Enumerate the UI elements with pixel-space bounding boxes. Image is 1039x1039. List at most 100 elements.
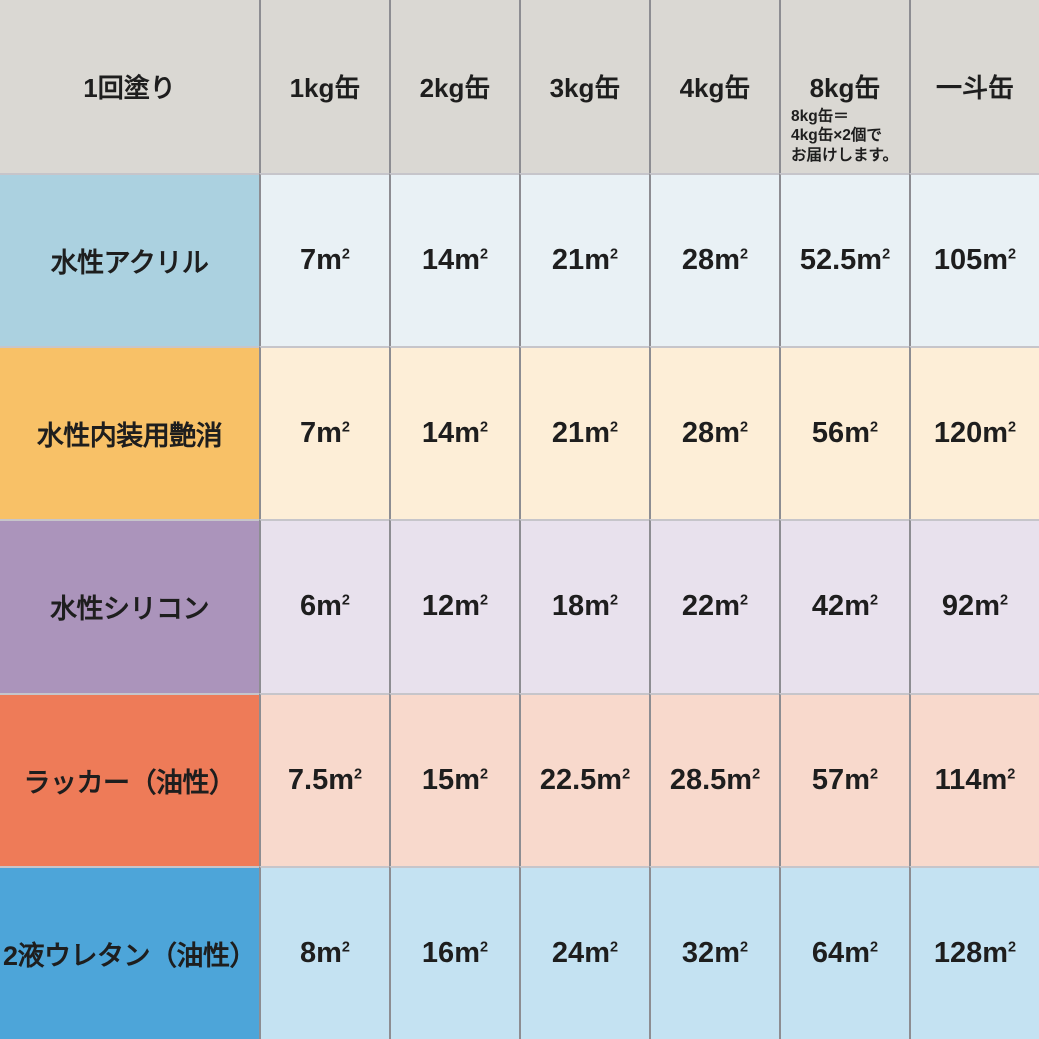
- header-8kg: 8kg缶 8kg缶＝ 4kg缶×2個で お届けします。: [779, 0, 909, 173]
- coverage-value: 105: [933, 244, 983, 277]
- unit-m2: m2: [982, 936, 1017, 969]
- coverage-cell: 12 m2: [389, 519, 519, 693]
- coverage-value: 7: [299, 417, 317, 450]
- header-8kg-note: 8kg缶＝ 4kg缶×2個で お届けします。: [791, 107, 905, 166]
- coverage-value: 28.5: [669, 763, 727, 796]
- coverage-cell: 7 m2: [259, 346, 389, 520]
- unit-m2: m2: [584, 244, 619, 277]
- coverage-value: 52.5: [799, 244, 857, 277]
- row-label-suisei-naisou: 水性内装用艶消: [0, 346, 259, 520]
- coverage-cell: 42 m2: [779, 519, 909, 693]
- coverage-cell: 21 m2: [519, 346, 649, 520]
- unit-m2: m2: [454, 763, 489, 796]
- coverage-value: 114: [934, 763, 982, 796]
- unit-m2: m2: [844, 590, 879, 623]
- note-line: お届けします。: [791, 147, 898, 165]
- coverage-cell: 24 m2: [519, 865, 649, 1039]
- coverage-value: 64: [811, 936, 845, 969]
- coverage-value: 92: [941, 590, 975, 623]
- coverage-cell: 114 m2: [909, 692, 1039, 866]
- coverage-cell: 28.5 m2: [649, 692, 779, 866]
- unit-m2: m2: [328, 763, 363, 796]
- coverage-cell: 32 m2: [649, 865, 779, 1039]
- coverage-value: 21: [551, 417, 585, 450]
- coverage-cell: 22.5 m2: [519, 692, 649, 866]
- coverage-cell: 16 m2: [389, 865, 519, 1039]
- coverage-value: 6: [299, 590, 317, 623]
- unit-m2: m2: [844, 417, 879, 450]
- unit-m2: m2: [856, 244, 891, 277]
- coverage-cell: 105 m2: [909, 173, 1039, 347]
- coverage-value: 22.5: [539, 763, 597, 796]
- header-corner: 1回塗り: [0, 0, 259, 173]
- unit-m2: m2: [316, 936, 350, 969]
- row-label-text: 水性アクリル: [50, 248, 209, 279]
- row-label-text: ラッカー（油性）: [23, 767, 237, 798]
- note-line: 4kg缶×2個で: [791, 127, 882, 145]
- coverage-value: 7: [299, 244, 317, 277]
- unit-m2: m2: [974, 590, 1009, 623]
- unit-m2: m2: [982, 244, 1017, 277]
- coverage-value: 8: [299, 936, 317, 969]
- unit-m2: m2: [584, 590, 619, 623]
- coverage-cell: 8 m2: [259, 865, 389, 1039]
- coverage-value: 56: [811, 417, 845, 450]
- row-label-text: 2液ウレタン（油性）: [2, 940, 257, 971]
- header-corner-label: 1回塗り: [83, 73, 176, 103]
- header-itto: 一斗缶: [909, 0, 1039, 173]
- unit-m2: m2: [714, 417, 749, 450]
- row-label-suisei-acrylic: 水性アクリル: [0, 173, 259, 347]
- coverage-cell: 6 m2: [259, 519, 389, 693]
- header-2kg: 2kg缶: [389, 0, 519, 173]
- header-8kg-label: 8kg缶: [809, 73, 881, 103]
- coverage-value: 28: [681, 417, 715, 450]
- coverage-cell: 92 m2: [909, 519, 1039, 693]
- header-3kg: 3kg缶: [519, 0, 649, 173]
- coverage-cell: 52.5 m2: [779, 173, 909, 347]
- coverage-cell: 21 m2: [519, 173, 649, 347]
- coverage-cell: 14 m2: [389, 346, 519, 520]
- coverage-cell: 56 m2: [779, 346, 909, 520]
- header-1kg-label: 1kg缶: [289, 73, 361, 103]
- coverage-value: 7.5: [287, 763, 329, 796]
- coverage-cell: 18 m2: [519, 519, 649, 693]
- unit-m2: m2: [454, 590, 489, 623]
- coverage-cell: 14 m2: [389, 173, 519, 347]
- coverage-value: 24: [551, 936, 585, 969]
- header-4kg-label: 4kg缶: [679, 73, 751, 103]
- header-1kg: 1kg缶: [259, 0, 389, 173]
- header-itto-label: 一斗缶: [935, 73, 1014, 103]
- coverage-value: 15: [421, 763, 455, 796]
- header-4kg: 4kg缶: [649, 0, 779, 173]
- unit-m2: m2: [844, 936, 879, 969]
- coverage-cell: 7.5 m2: [259, 692, 389, 866]
- unit-m2: m2: [454, 936, 489, 969]
- coverage-value: 128: [933, 936, 983, 969]
- unit-m2: m2: [714, 936, 749, 969]
- unit-m2: m2: [714, 590, 749, 623]
- coverage-cell: 128 m2: [909, 865, 1039, 1039]
- unit-m2: m2: [596, 763, 631, 796]
- coverage-value: 21: [551, 244, 585, 277]
- unit-m2: m2: [316, 590, 350, 623]
- header-2kg-label: 2kg缶: [419, 73, 491, 103]
- note-line: 8kg缶＝: [791, 107, 849, 125]
- row-label-text: 水性シリコン: [50, 594, 210, 625]
- unit-m2: m2: [714, 244, 749, 277]
- unit-m2: m2: [982, 417, 1017, 450]
- coverage-cell: 28 m2: [649, 173, 779, 347]
- coverage-value: 14: [421, 417, 455, 450]
- coverage-value: 22: [681, 590, 715, 623]
- unit-m2: m2: [844, 763, 879, 796]
- coverage-cell: 15 m2: [389, 692, 519, 866]
- coverage-cell: 7 m2: [259, 173, 389, 347]
- unit-m2: m2: [454, 417, 489, 450]
- coverage-value: 42: [811, 590, 845, 623]
- unit-m2: m2: [316, 244, 350, 277]
- unit-m2: m2: [316, 417, 350, 450]
- row-label-lacquer: ラッカー（油性）: [0, 692, 259, 866]
- coverage-cell: 64 m2: [779, 865, 909, 1039]
- coverage-value: 57: [811, 763, 845, 796]
- row-label-urethane: 2液ウレタン（油性）: [0, 865, 259, 1039]
